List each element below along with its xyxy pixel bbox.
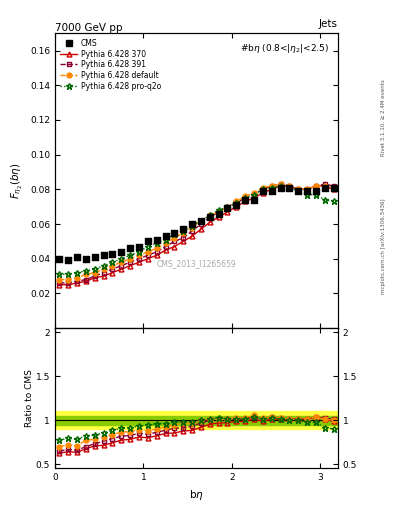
Point <box>295 187 301 195</box>
Point <box>233 201 239 209</box>
Y-axis label: $F_{\eta_2}(b\eta)$: $F_{\eta_2}(b\eta)$ <box>9 162 24 199</box>
Point <box>251 196 257 204</box>
Point <box>56 254 62 263</box>
Point <box>136 243 142 251</box>
Point <box>198 217 204 225</box>
Point <box>331 183 337 191</box>
Point <box>92 253 98 261</box>
Point <box>162 232 169 240</box>
Text: 7000 GeV pp: 7000 GeV pp <box>55 23 123 32</box>
Point <box>321 183 328 191</box>
Point <box>171 229 178 237</box>
Point <box>207 213 213 221</box>
Point <box>154 236 160 244</box>
Point <box>313 187 319 195</box>
Legend: CMS, Pythia 6.428 370, Pythia 6.428 391, Pythia 6.428 default, Pythia 6.428 pro-: CMS, Pythia 6.428 370, Pythia 6.428 391,… <box>59 37 163 93</box>
Point <box>109 249 116 258</box>
Point <box>268 187 275 195</box>
Point <box>127 244 133 252</box>
Point <box>83 254 89 263</box>
Point <box>242 196 248 204</box>
Point <box>215 209 222 218</box>
Text: Jets: Jets <box>319 19 338 29</box>
X-axis label: b$\eta$: b$\eta$ <box>189 488 204 502</box>
Text: CMS_2013_I1265659: CMS_2013_I1265659 <box>157 259 236 268</box>
Point <box>180 225 186 233</box>
Point <box>101 251 107 260</box>
Point <box>224 204 231 212</box>
Point <box>118 248 125 256</box>
Point <box>304 187 310 195</box>
Point <box>286 183 292 191</box>
Point <box>65 257 72 265</box>
Y-axis label: Ratio to CMS: Ratio to CMS <box>26 369 35 427</box>
Text: Rivet 3.1.10, ≥ 2.4M events: Rivet 3.1.10, ≥ 2.4M events <box>381 79 386 156</box>
Point <box>74 253 80 261</box>
Point <box>277 183 284 191</box>
Point <box>260 187 266 195</box>
Text: #b$\eta$ (0.8<|$\eta_2$|<2.5): #b$\eta$ (0.8<|$\eta_2$|<2.5) <box>241 42 329 55</box>
Point <box>189 220 195 228</box>
Point <box>145 237 151 245</box>
Text: mcplots.cern.ch [arXiv:1306.3436]: mcplots.cern.ch [arXiv:1306.3436] <box>381 198 386 293</box>
